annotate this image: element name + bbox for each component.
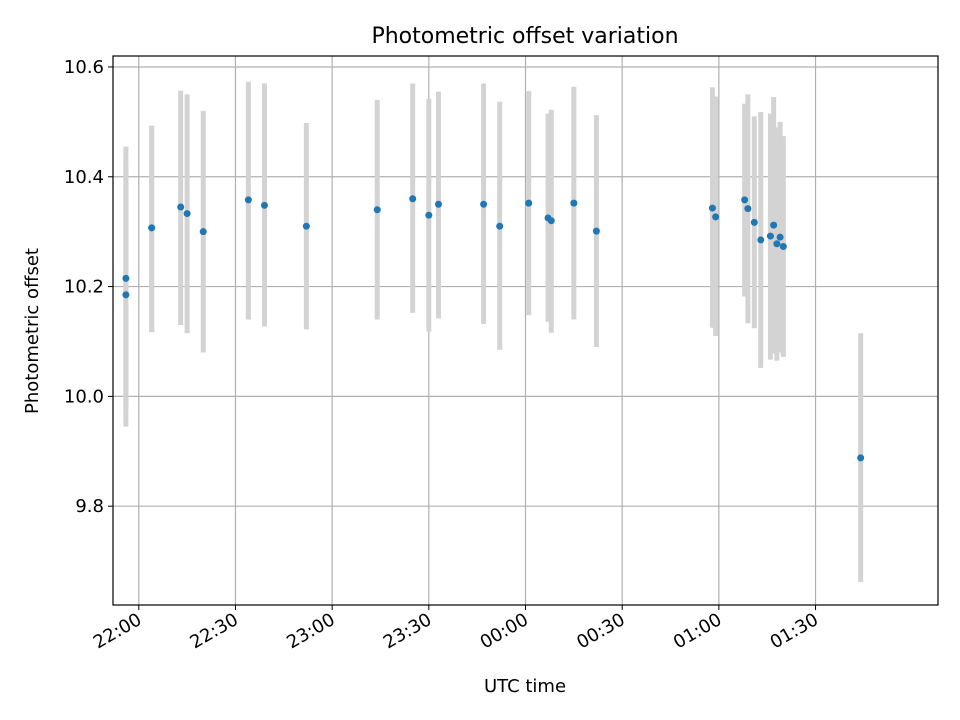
data-point xyxy=(570,199,578,207)
data-point xyxy=(712,213,720,221)
y-tick-label: 10.4 xyxy=(64,167,104,188)
data-point xyxy=(776,233,784,241)
chart-title: Photometric offset variation xyxy=(371,24,678,49)
data-point xyxy=(409,195,417,203)
data-point xyxy=(744,205,752,213)
data-point xyxy=(592,227,600,235)
y-axis-ticks: 9.8 10.0 10.2 10.4 10.6 xyxy=(64,57,113,517)
data-point xyxy=(547,217,555,225)
y-tick-label: 9.8 xyxy=(75,496,104,517)
data-point xyxy=(741,196,749,204)
y-tick-label: 10.2 xyxy=(64,277,104,298)
data-point xyxy=(779,243,787,251)
y-tick-label: 10.0 xyxy=(64,386,104,407)
y-axis-label: Photometric offset xyxy=(22,248,43,414)
data-point xyxy=(302,222,310,230)
data-point xyxy=(525,199,533,207)
data-point xyxy=(434,200,442,208)
data-point xyxy=(373,206,381,214)
data-point xyxy=(857,454,865,462)
data-point xyxy=(708,204,716,212)
data-point xyxy=(773,240,781,248)
data-point xyxy=(496,222,504,230)
y-tick-label: 10.6 xyxy=(64,57,104,78)
data-point xyxy=(766,232,774,240)
grid xyxy=(113,56,938,605)
data-point xyxy=(122,291,130,299)
data-point xyxy=(148,224,156,232)
data-point xyxy=(199,228,207,236)
data-points xyxy=(122,195,865,462)
data-point xyxy=(480,200,488,208)
data-point xyxy=(757,236,765,244)
data-point xyxy=(770,221,778,229)
data-point xyxy=(260,201,268,209)
x-axis-label: UTC time xyxy=(484,676,566,697)
data-point xyxy=(177,203,185,211)
data-point xyxy=(425,211,433,219)
data-point xyxy=(244,196,252,204)
data-point xyxy=(750,218,758,226)
data-point xyxy=(183,210,191,218)
data-point xyxy=(122,274,130,282)
